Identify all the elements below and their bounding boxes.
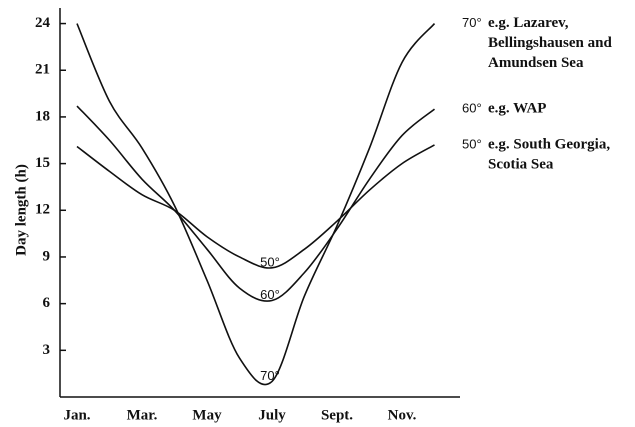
x-tick-label: Jan. <box>63 407 90 423</box>
y-tick-label: 9 <box>43 248 51 264</box>
series-line <box>76 144 435 269</box>
x-tick-label: May <box>192 407 222 423</box>
y-tick-label: 15 <box>35 155 50 171</box>
y-axis-label: Day length (h) <box>13 164 29 256</box>
y-tick-label: 3 <box>43 342 51 358</box>
series-line <box>76 105 436 302</box>
end-note: Amundsen Sea <box>488 55 584 71</box>
end-note: Bellingshausen and <box>488 35 612 51</box>
x-tick-label: Nov. <box>388 407 417 423</box>
end-note: e.g. Lazarev, <box>488 15 569 31</box>
end-label: 70° <box>462 15 482 30</box>
end-note: e.g. WAP <box>488 101 546 117</box>
y-tick-label: 12 <box>35 202 50 218</box>
y-tick-label: 21 <box>35 62 50 78</box>
min-label: 70° <box>260 368 280 383</box>
x-tick-label: Sept. <box>321 407 353 423</box>
y-tick-label: 24 <box>35 15 51 31</box>
min-label: 50° <box>260 254 280 269</box>
y-tick-label: 18 <box>35 108 50 124</box>
end-label: 50° <box>462 136 482 151</box>
x-tick-label: July <box>258 407 286 423</box>
x-tick-label: Mar. <box>127 407 158 423</box>
min-label: 60° <box>260 287 280 302</box>
end-note: Scotia Sea <box>488 156 554 172</box>
end-label: 60° <box>462 101 482 116</box>
series-line <box>76 23 436 386</box>
y-tick-label: 6 <box>43 295 51 311</box>
end-note: e.g. South Georgia, <box>488 136 610 152</box>
